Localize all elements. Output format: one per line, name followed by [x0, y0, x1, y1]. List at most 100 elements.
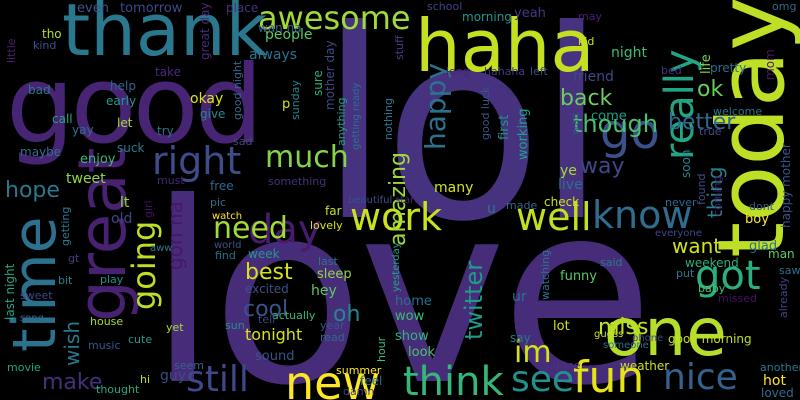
word-okay: okay [190, 91, 224, 107]
word-try: try [157, 124, 174, 138]
word-tho: tho [42, 27, 62, 41]
word-school: school [427, 0, 463, 13]
word-morning: morning [462, 10, 512, 24]
word-maybe: maybe [20, 145, 62, 159]
word-night: night [611, 45, 648, 61]
word-check: check [544, 195, 580, 209]
word-yesterday: yesterday [391, 242, 402, 292]
word-sunday: sunday [289, 80, 302, 120]
word-p: p [282, 97, 291, 112]
word-world: world [214, 240, 242, 251]
word-another: another [760, 361, 800, 374]
word-well: well [516, 195, 592, 239]
word-sweet: sweet [20, 289, 53, 302]
word-pic: pic [210, 196, 227, 209]
word-much: much [265, 140, 349, 175]
word-baby: baby [698, 282, 726, 295]
word-mom: mom [763, 49, 777, 80]
word-take: take [155, 65, 181, 79]
word-dont: dont [749, 200, 774, 213]
word-come: come [591, 109, 627, 124]
word-girl: girl [142, 200, 155, 218]
word-damn: damn [343, 385, 375, 398]
word-long: long [446, 65, 470, 78]
word-look: look [408, 345, 436, 360]
word-made: made [506, 199, 538, 212]
word-anything: anything [335, 97, 348, 146]
word-call: call [52, 112, 73, 126]
word-yet: yet [166, 321, 184, 334]
word-getting-ready: getting ready [351, 82, 362, 150]
word-boy: boy [745, 212, 769, 227]
word-tell: tell [258, 313, 276, 326]
word-hahaha: hahaha [484, 65, 526, 78]
word-sad: sad [233, 135, 253, 148]
word-u: u [487, 201, 496, 217]
word-yeah: yeah [514, 6, 546, 21]
word-place: place [226, 1, 259, 15]
word-good: good [6, 43, 263, 168]
word-always: always [249, 47, 298, 63]
word-last-night: last night [3, 263, 17, 320]
word-good-morning: good morning [668, 332, 752, 346]
word-house: house [90, 315, 124, 328]
word-best: best [245, 260, 293, 285]
word-hot: hot [763, 373, 786, 389]
word-fun: fun [573, 352, 645, 400]
word-see: see [511, 359, 575, 400]
word-soon: soon [679, 149, 693, 178]
word-great-day: great day [198, 2, 212, 60]
word-must: must [157, 174, 185, 187]
word-aww: aww [150, 243, 173, 254]
word-still: still [186, 359, 249, 400]
word-actually: actually [272, 309, 316, 322]
word-let: let [117, 116, 133, 130]
word-gt: gt [68, 252, 80, 265]
word-though: though [573, 110, 658, 138]
word-watch: watch [212, 211, 243, 222]
word-need: need [213, 211, 288, 246]
word-loved: loved [761, 386, 794, 400]
word-twitter: twitter [460, 260, 488, 340]
word-many: many [434, 180, 474, 196]
word-done: done [553, 359, 581, 372]
word-music: music [88, 339, 121, 352]
word-seem: seem [174, 359, 204, 372]
word-people: people [265, 27, 313, 43]
word-wish: wish [60, 320, 84, 366]
word-good-luck: good luck [479, 86, 492, 140]
word-getting: getting [59, 206, 72, 246]
word-year: year [320, 319, 345, 332]
word-beautiful: beautiful [348, 195, 393, 206]
word-someone: someone [603, 340, 649, 351]
word-yay: yay [72, 123, 94, 137]
word-give: give [200, 107, 226, 121]
word-go: go [600, 104, 660, 160]
word-show: show [395, 329, 429, 344]
word-pretty: pretty [710, 61, 747, 75]
word-lol: lol [318, 0, 608, 279]
word-song: song [20, 313, 45, 324]
word-something: something [268, 175, 327, 188]
word-live: live [558, 177, 583, 193]
word-think: think [403, 359, 504, 400]
word-found: found [695, 173, 708, 205]
word-bed: bed [661, 64, 682, 77]
word-may: may [578, 10, 602, 23]
word-already: already [777, 276, 790, 318]
word-free: free [210, 179, 234, 193]
word-week: week [248, 247, 280, 261]
word-ok: ok [697, 77, 724, 102]
word-glad: glad [749, 239, 778, 254]
word-ye: ye [560, 163, 577, 179]
word-movie: movie [7, 361, 41, 374]
word-hope: hope [5, 178, 60, 203]
word-better: better [668, 110, 736, 135]
word-weather: weather [620, 359, 670, 373]
word-kid: kid [578, 35, 595, 48]
word-got: got [695, 253, 761, 299]
word-phone: phone [632, 333, 664, 344]
word-cute: cute [128, 333, 153, 346]
word-tomorrow: tomorrow [120, 1, 183, 16]
word-suck: suck [117, 141, 145, 155]
